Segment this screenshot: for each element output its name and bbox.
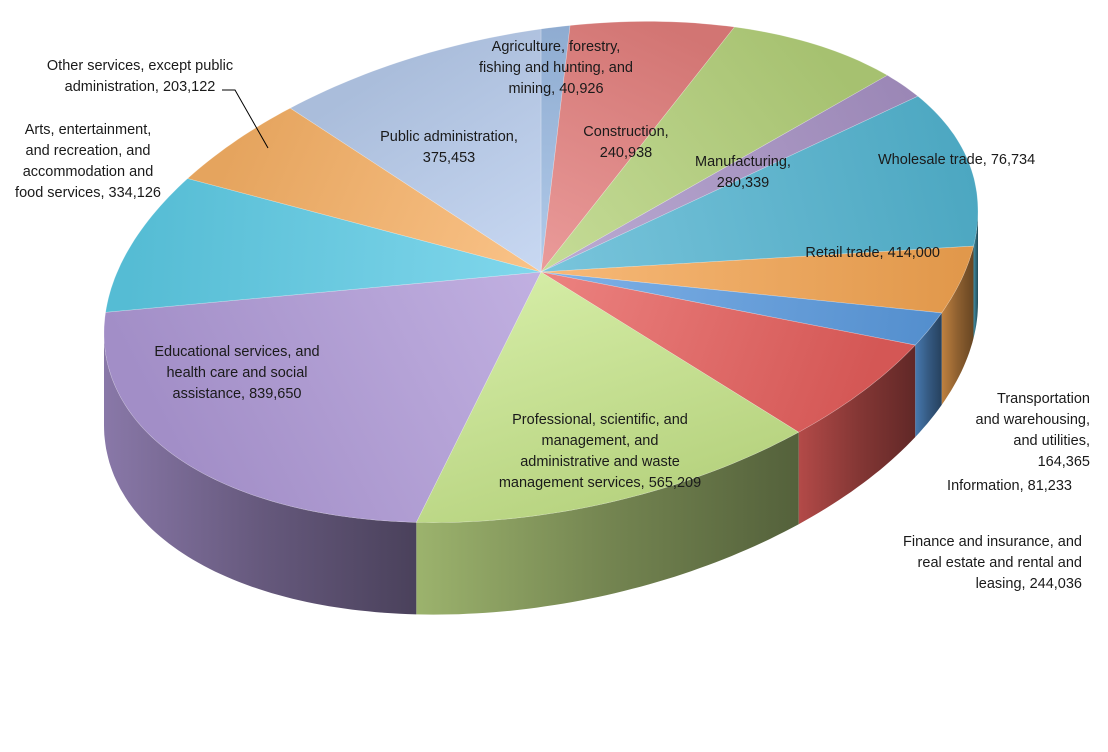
slice-side-5 [973, 210, 978, 339]
slice-label-4: Wholesale trade, 76,734 [878, 152, 1035, 168]
slice-label-11: Arts, entertainment, and recreation, and a… [15, 122, 161, 201]
pie-slice-7 [540, 271, 943, 346]
pie-slice-4 [540, 74, 919, 273]
slice-label-10: Educational services, and health care and… [154, 344, 319, 402]
pie-slice-3 [540, 26, 889, 273]
slice-label-8: Finance and insurance, and real estate an… [903, 534, 1082, 592]
pie-side-walls [104, 210, 978, 615]
pie-slice-12 [186, 107, 542, 273]
pie-slice-6 [540, 245, 974, 314]
slice-label-2: Construction, 240,938 [583, 124, 668, 161]
slice-label-12: Other services, except public administrat… [47, 58, 233, 95]
slice-labels: Agriculture, forestry, fishing and huntin… [15, 39, 1090, 592]
slice-side-6 [941, 246, 974, 405]
pie-slice-10 [103, 271, 542, 523]
slice-side-7 [915, 312, 942, 438]
slice-label-1: Agriculture, forestry, fishing and huntin… [479, 39, 633, 97]
pie-slice-2 [540, 21, 736, 274]
slice-label-5: Retail trade, 414,000 [805, 245, 940, 261]
pie-slice-9 [415, 271, 800, 523]
pie-slice-13 [289, 28, 542, 273]
slice-label-6: Transportation and warehousing, and utilit… [976, 391, 1090, 470]
pie-slice-8 [540, 271, 916, 433]
slice-label-7: Information, 81,233 [947, 478, 1072, 494]
slice-side-10 [104, 333, 417, 615]
leader-line-other-services [222, 89, 269, 149]
slice-label-9: Professional, scientific, and management,… [499, 412, 701, 491]
slice-label-3: Manufacturing, 280,339 [695, 154, 791, 191]
slice-side-8 [798, 345, 916, 525]
slice-side-9 [416, 432, 799, 615]
slice-label-13: Public administration, 375,453 [380, 129, 518, 166]
pie-slice-5 [540, 95, 979, 273]
pie-slice-11 [105, 178, 542, 313]
pie-slices [103, 21, 979, 523]
